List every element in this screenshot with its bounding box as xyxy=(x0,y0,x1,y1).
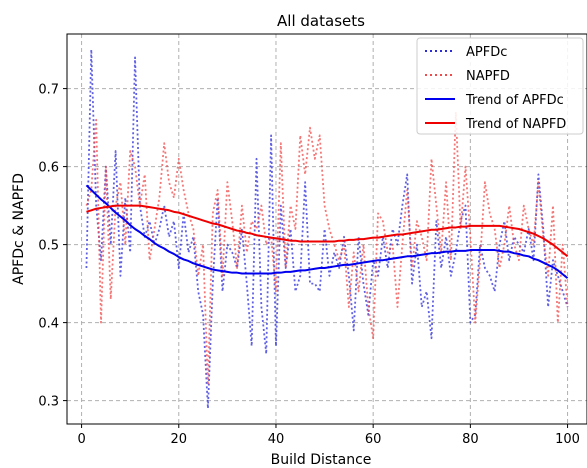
tick-layer: 0 20 40 60 80 100 0.3 0.4 0.5 0.6 0.7 xyxy=(38,83,580,447)
legend-label-napfd: NAPFD xyxy=(466,69,510,84)
x-tick-label: 60 xyxy=(365,432,382,447)
y-tick-label: 0.4 xyxy=(38,317,59,332)
grid-layer xyxy=(67,34,587,424)
legend: APFDc NAPFD Trend of APFDc Trend of NAPF… xyxy=(416,37,584,135)
chart-title: All datasets xyxy=(277,12,365,30)
y-tick-label: 0.6 xyxy=(38,161,59,176)
apfdc-series-line xyxy=(85,48,569,410)
legend-label-trend-apfdc: Trend of APFDc xyxy=(465,93,564,108)
plot-frame xyxy=(66,33,587,425)
x-tick-label: 0 xyxy=(77,432,85,447)
legend-frame xyxy=(416,37,584,135)
legend-label-trend-napfd: Trend of NAPFD xyxy=(465,117,566,132)
legend-label-apfdc: APFDc xyxy=(466,45,507,60)
x-tick-label: 80 xyxy=(462,432,479,447)
trend-napfd-line xyxy=(86,204,569,258)
y-tick-label: 0.7 xyxy=(38,83,59,98)
x-tick-label: 40 xyxy=(268,432,285,447)
y-tick-label: 0.3 xyxy=(38,395,59,410)
x-axis-label: Build Distance xyxy=(271,452,372,468)
x-tick-label: 20 xyxy=(171,432,188,447)
trend-apfdc-line xyxy=(85,184,569,279)
y-axis-label: APFDc & NAPFD xyxy=(11,173,27,285)
y-tick-label: 0.5 xyxy=(38,239,59,254)
x-tick-label: 100 xyxy=(555,432,580,447)
series-layer xyxy=(85,48,569,410)
